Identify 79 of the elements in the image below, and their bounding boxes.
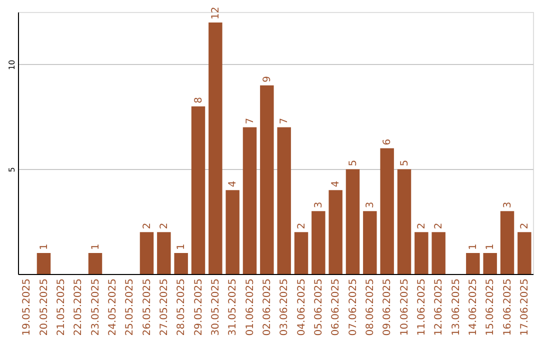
data-label: 1 (468, 244, 479, 250)
x-tick-label: 21.05.2025 (56, 278, 67, 336)
x-tick-label: 29.05.2025 (193, 278, 204, 336)
bar (483, 253, 497, 274)
bar (36, 253, 51, 274)
bar (432, 232, 446, 274)
data-label: 3 (364, 202, 376, 208)
x-tick-label: 26.05.2025 (142, 278, 153, 336)
x-tick-label: 08.06.2025 (364, 278, 376, 336)
bar (191, 106, 206, 274)
data-label: 5 (348, 160, 359, 166)
x-tick-label: 19.05.2025 (22, 278, 33, 336)
x-tick-label: 31.05.2025 (228, 278, 239, 336)
x-tick-label: 30.05.2025 (210, 278, 222, 336)
bar (397, 169, 412, 274)
x-tick-label: 27.05.2025 (158, 278, 170, 336)
data-label: 2 (416, 222, 428, 230)
x-tick-label: 12.06.2025 (434, 278, 445, 336)
x-tick-label: 06.06.2025 (330, 278, 342, 336)
x-tick-label: 05.06.2025 (313, 278, 324, 336)
x-tick-label: 11.06.2025 (416, 278, 428, 336)
x-tick-label: 03.06.2025 (279, 278, 290, 336)
bar (500, 211, 514, 274)
bar (294, 232, 308, 274)
x-tick-label: 17.06.2025 (519, 278, 530, 336)
x-tick-label: 14.06.2025 (468, 278, 479, 336)
bar (140, 232, 154, 274)
data-label: 7 (279, 118, 290, 124)
bar (363, 211, 377, 274)
data-label: 2 (519, 222, 530, 230)
data-label: 2 (434, 222, 445, 230)
bar (242, 127, 257, 274)
bar (518, 232, 532, 274)
data-label: 6 (382, 138, 394, 146)
y-tick-label: 10 (8, 60, 16, 70)
data-label: 3 (502, 202, 514, 208)
bar (466, 253, 480, 274)
bar (346, 169, 360, 274)
data-label: 12 (210, 6, 222, 20)
data-label: 9 (262, 76, 273, 82)
data-label: 7 (244, 118, 256, 124)
data-label: 1 (176, 244, 188, 250)
bar (88, 253, 102, 274)
data-label: 5 (399, 160, 410, 166)
data-label: 2 (142, 222, 153, 230)
x-tick-label: 25.05.2025 (124, 278, 136, 336)
bar (277, 127, 291, 274)
bar (260, 85, 274, 274)
bar (208, 22, 222, 274)
x-tick-label: 16.06.2025 (502, 278, 514, 336)
data-label: 4 (228, 180, 239, 188)
x-tick-label: 13.06.2025 (450, 278, 462, 336)
bar (174, 253, 188, 274)
bar (226, 190, 240, 274)
data-label: 1 (90, 244, 102, 250)
bar (328, 190, 342, 274)
x-tick-label: 07.06.2025 (348, 278, 359, 336)
bar (312, 211, 326, 274)
bar (414, 232, 428, 274)
data-label: 3 (313, 202, 324, 208)
data-label: 8 (193, 96, 204, 104)
bar (380, 148, 394, 274)
x-tick-label: 22.05.2025 (73, 278, 84, 336)
x-tick-label: 01.06.2025 (244, 278, 256, 336)
x-tick-label: 09.06.2025 (382, 278, 394, 336)
data-label: 2 (296, 222, 308, 230)
bar (157, 232, 171, 274)
x-tick-label: 15.06.2025 (485, 278, 496, 336)
data-label: 1 (485, 244, 496, 250)
data-label: 4 (330, 180, 342, 188)
x-tick-label: 20.05.2025 (38, 278, 50, 336)
data-label: 1 (38, 244, 50, 250)
x-tick-label: 28.05.2025 (176, 278, 188, 336)
x-tick-label: 10.06.2025 (399, 278, 410, 336)
x-tick-label: 24.05.2025 (107, 278, 118, 336)
x-tick-label: 02.06.2025 (262, 278, 273, 336)
x-tick-label: 23.05.2025 (90, 278, 102, 336)
data-label: 2 (158, 222, 170, 230)
x-tick-label: 04.06.2025 (296, 278, 308, 336)
